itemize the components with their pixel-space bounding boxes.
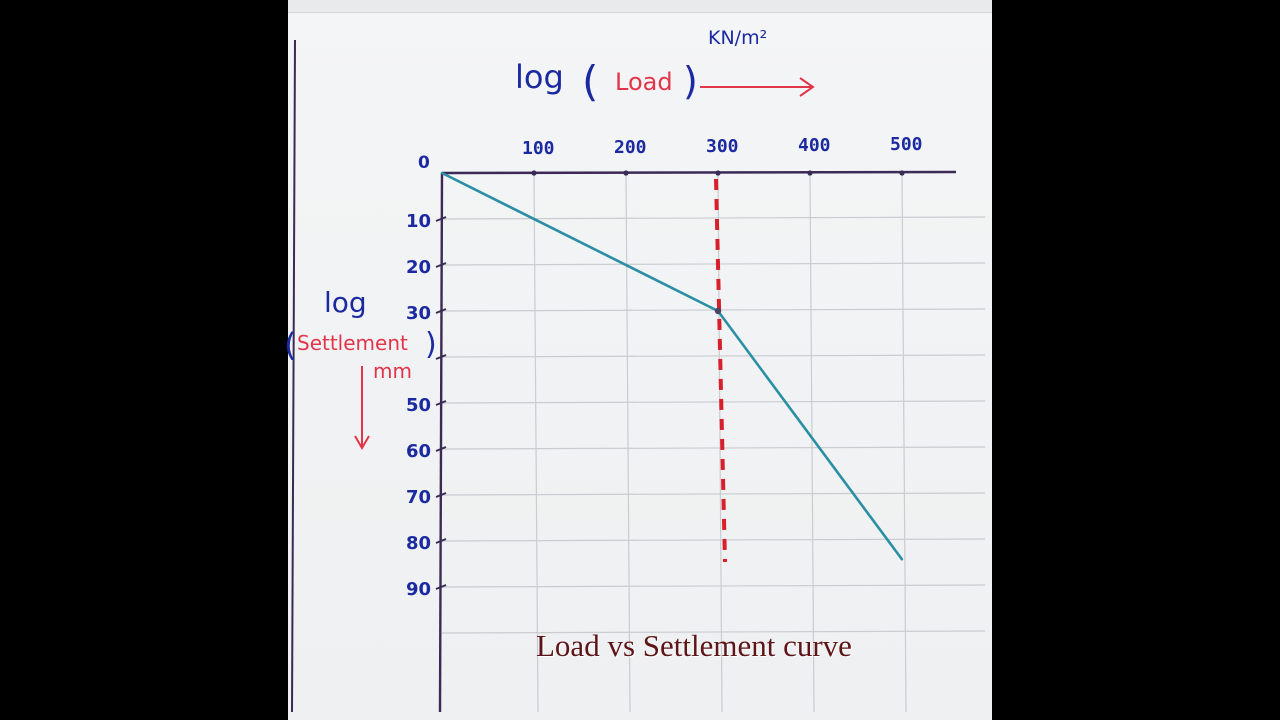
x-tick-mark xyxy=(715,170,721,176)
origin-label: 0 xyxy=(418,153,430,173)
y-tick-mark xyxy=(435,400,447,406)
grid-line-vertical xyxy=(809,172,815,713)
x-axis xyxy=(441,170,957,175)
y-tick-label: 90 xyxy=(406,579,431,600)
graph-paper xyxy=(288,0,992,720)
grid-line-horizontal xyxy=(441,538,986,542)
x-tick-mark xyxy=(531,170,537,176)
y-tick-mark xyxy=(435,538,447,544)
y-direction-arrowhead xyxy=(354,435,370,450)
reference-line-layer xyxy=(714,178,727,563)
data-point xyxy=(900,558,904,561)
x-tick-mark xyxy=(807,170,813,176)
y-axis-label-log: log xyxy=(324,286,367,319)
y-axis-label-paren-open: ( xyxy=(284,326,296,364)
y-axis-label-name: Settlement xyxy=(297,331,408,355)
paper-top-edge xyxy=(288,0,992,13)
tick-labels: 0 100 200 300 400 500 10 20 30 50 60 70 80 90 xyxy=(406,134,923,600)
series-layer xyxy=(440,171,904,561)
grid-line-horizontal xyxy=(441,216,986,220)
x-tick-label: 200 xyxy=(614,137,647,158)
y-tick-mark xyxy=(435,262,447,268)
y-axis-label-unit: mm xyxy=(373,359,412,383)
margin-line xyxy=(291,39,296,713)
grid-line-vertical xyxy=(533,172,539,713)
grid-line-vertical xyxy=(625,172,631,713)
y-tick-mark xyxy=(435,354,447,360)
y-tick-label: 60 xyxy=(406,441,431,462)
x-tick-label: 400 xyxy=(798,135,831,156)
y-tick-label: 50 xyxy=(406,395,431,416)
x-tick-mark xyxy=(899,170,905,176)
data-point xyxy=(440,171,444,175)
grid-line-horizontal xyxy=(441,584,986,588)
grid-line-horizontal xyxy=(441,354,986,358)
grid-line-horizontal xyxy=(441,492,986,496)
y-tick-mark xyxy=(435,584,447,590)
x-direction-arrowhead xyxy=(799,77,815,97)
x-axis-label-paren-open: ( xyxy=(582,57,598,106)
y-tick-label: 20 xyxy=(406,257,431,278)
x-tick-label: 100 xyxy=(522,138,555,159)
x-axis-label-log: log xyxy=(515,58,564,96)
axes xyxy=(291,39,957,713)
x-axis-label-unit: KN/m² xyxy=(708,27,767,49)
y-tick-label: 30 xyxy=(406,303,431,324)
grid-line-horizontal xyxy=(441,446,986,450)
series-line xyxy=(441,171,904,561)
x-axis-label-paren-close: ) xyxy=(683,59,698,103)
y-tick-label: 10 xyxy=(406,211,431,232)
x-axis-label-name: Load xyxy=(615,68,673,96)
grid-line-horizontal xyxy=(441,262,986,266)
y-tick-mark xyxy=(435,492,447,498)
y-axis xyxy=(438,172,444,713)
x-tick-label: 500 xyxy=(890,134,923,155)
y-tick-mark xyxy=(435,446,447,452)
chart-title: Load vs Settlement curve xyxy=(536,628,852,663)
reference-line-300 xyxy=(714,178,727,563)
data-point xyxy=(714,307,722,315)
y-tick-mark xyxy=(435,308,447,314)
grid-line-horizontal xyxy=(441,630,986,634)
y-tick-label: 70 xyxy=(406,487,431,508)
y-tick-mark xyxy=(435,216,447,222)
x-tick-label: 300 xyxy=(706,136,739,157)
x-tick-mark xyxy=(623,170,629,176)
y-tick-label: 80 xyxy=(406,533,431,554)
grid-line-horizontal xyxy=(441,400,986,404)
y-axis-label-paren-close: ) xyxy=(425,327,437,362)
